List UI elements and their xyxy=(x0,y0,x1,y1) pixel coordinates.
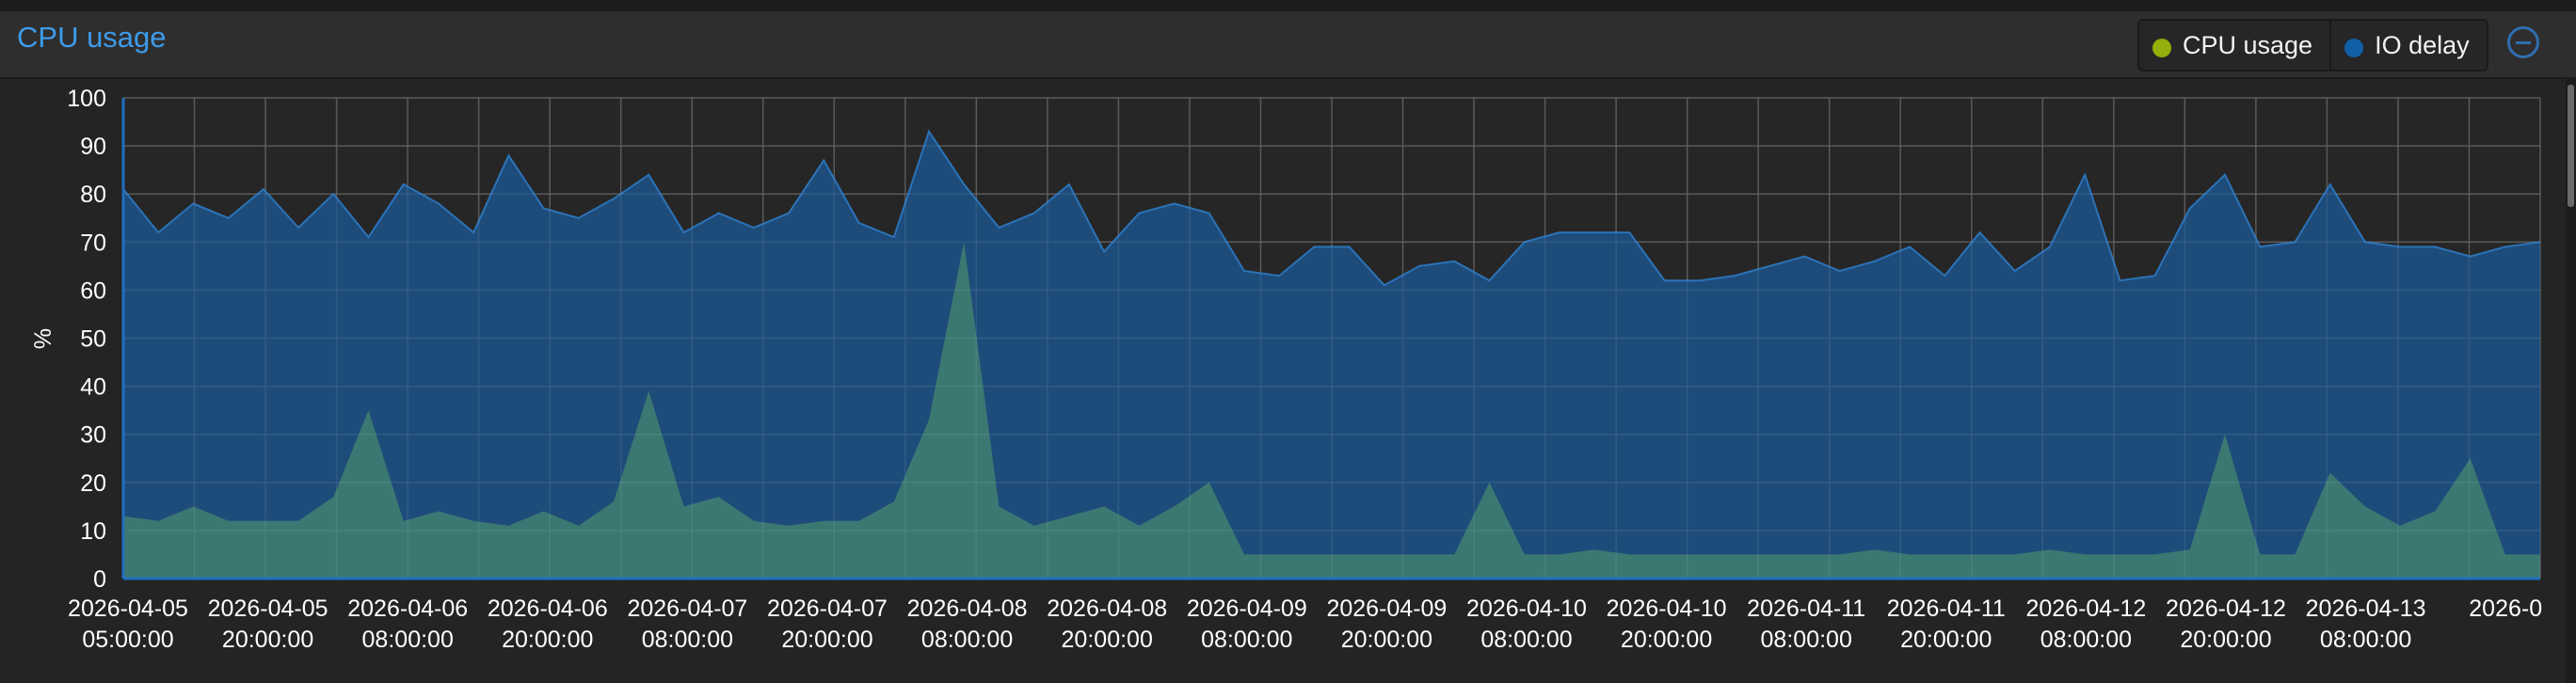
y-tick-label: 10 xyxy=(80,518,106,545)
x-tick-time: 20:00:00 xyxy=(502,627,593,653)
x-tick-date: 2026-04-11 xyxy=(1887,596,2006,622)
x-tick-time: 20:00:00 xyxy=(2180,627,2271,653)
chart-legend: CPU usage IO delay xyxy=(2137,19,2488,71)
x-tick-time: 08:00:00 xyxy=(642,627,733,653)
legend-item-io-delay[interactable]: IO delay xyxy=(2331,21,2487,70)
x-tick-date: 2026-04-06 xyxy=(347,596,468,622)
y-tick-label: 50 xyxy=(80,326,106,353)
x-tick-date: 2026-04-07 xyxy=(627,596,747,622)
legend-item-cpu-usage[interactable]: CPU usage xyxy=(2139,21,2332,70)
x-tick-date: 2026-04-06 xyxy=(488,596,608,622)
x-tick-time: 08:00:00 xyxy=(921,627,1013,653)
vertical-scrollbar[interactable] xyxy=(2566,77,2576,683)
y-tick-label: 0 xyxy=(93,566,106,593)
y-tick-label: 40 xyxy=(80,374,106,401)
y-tick-label: 80 xyxy=(80,182,106,208)
y-tick-label: 60 xyxy=(80,278,106,304)
top-strip xyxy=(0,0,2576,11)
cpu-usage-area xyxy=(123,242,2540,579)
x-tick-date: 2026-0 xyxy=(2469,596,2542,622)
x-tick-time: 20:00:00 xyxy=(1621,627,1712,653)
x-tick-time: 08:00:00 xyxy=(2320,627,2411,653)
x-tick-time: 20:00:00 xyxy=(781,627,872,653)
x-tick-date: 2026-04-10 xyxy=(1607,596,1727,622)
x-tick-date: 2026-04-05 xyxy=(68,596,188,622)
x-tick-date: 2026-04-12 xyxy=(2025,596,2146,622)
x-tick-date: 2026-04-11 xyxy=(1747,596,1865,622)
legend-label-io-delay: IO delay xyxy=(2375,30,2470,59)
x-tick-time: 08:00:00 xyxy=(1761,627,1852,653)
x-tick-time: 08:00:00 xyxy=(1480,627,1572,653)
x-tick-date: 2026-04-10 xyxy=(1466,596,1587,622)
x-tick-date: 2026-04-07 xyxy=(767,596,888,622)
x-tick-date: 2026-04-09 xyxy=(1187,596,1307,622)
x-tick-date: 2026-04-05 xyxy=(208,596,328,622)
y-tick-label: 100 xyxy=(67,86,106,112)
y-tick-label: 70 xyxy=(80,230,106,256)
collapse-icon[interactable] xyxy=(2507,26,2539,58)
x-tick-date: 2026-04-12 xyxy=(2166,596,2286,622)
cpu-usage-chart: 0 10 20 30 40 50 60 70 80 90 100 2026-04-05 05:00:00… xyxy=(30,86,2542,653)
y-tick-label: 20 xyxy=(80,470,106,497)
x-tick-time: 05:00:00 xyxy=(82,627,173,653)
x-tick-time: 08:00:00 xyxy=(362,627,454,653)
panel-title: CPU usage xyxy=(17,21,167,54)
x-tick-time: 20:00:00 xyxy=(1341,627,1432,653)
x-tick-date: 2026-04-13 xyxy=(2306,596,2426,622)
legend-label-cpu-usage: CPU usage xyxy=(2183,30,2313,59)
y-axis-label: % xyxy=(30,328,56,349)
y-tick-label: 90 xyxy=(80,134,106,160)
scrollbar-thumb[interactable] xyxy=(2568,85,2574,207)
panel-header: CPU usage CPU usage IO delay xyxy=(0,11,2576,79)
io-delay-line xyxy=(122,129,2541,287)
y-tick-label: 30 xyxy=(80,422,106,449)
x-tick-date: 2026-04-09 xyxy=(1326,596,1447,622)
io-delay-area xyxy=(123,131,2540,580)
x-tick-time: 20:00:00 xyxy=(1062,627,1153,653)
x-tick-time: 20:00:00 xyxy=(222,627,313,653)
x-tick-time: 08:00:00 xyxy=(2040,627,2132,653)
x-tick-time: 08:00:00 xyxy=(1201,627,1292,653)
io-delay-legend-dot-icon xyxy=(2344,39,2364,57)
x-tick-time: 20:00:00 xyxy=(1900,627,1992,653)
cpu-usage-legend-dot-icon xyxy=(2152,39,2171,57)
x-tick-date: 2026-04-08 xyxy=(907,596,1028,622)
x-tick-date: 2026-04-08 xyxy=(1047,596,1167,622)
